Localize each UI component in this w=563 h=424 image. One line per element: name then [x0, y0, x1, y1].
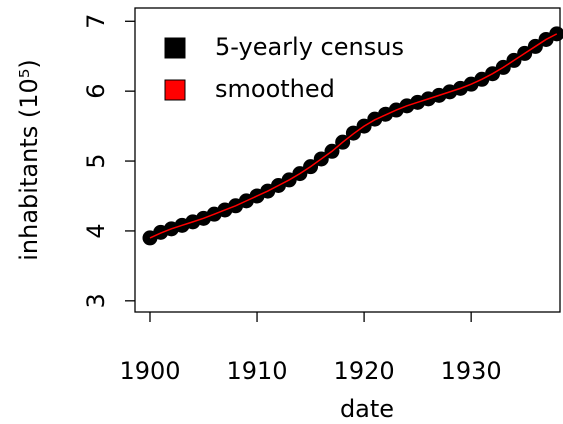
y-tick-label: 3 — [82, 293, 110, 308]
legend-label: smoothed — [215, 75, 335, 103]
plot-frame — [134, 7, 561, 313]
y-tick-label: 7 — [82, 14, 110, 29]
x-tick-label: 1910 — [227, 357, 288, 385]
x-tick-label: 1900 — [119, 357, 180, 385]
y-axis-label: inhabitants (10⁵) — [15, 59, 43, 260]
x-tick-label: 1930 — [441, 357, 502, 385]
y-tick-label: 5 — [82, 153, 110, 168]
smoothed-line — [149, 33, 558, 239]
legend-swatch — [164, 79, 186, 101]
legend-label: 5-yearly census — [215, 33, 404, 61]
x-axis-label: date — [340, 395, 394, 423]
legend-swatch — [164, 37, 186, 59]
y-tick-label: 6 — [82, 84, 110, 99]
y-tick-label: 4 — [82, 223, 110, 238]
x-tick-label: 1920 — [334, 357, 395, 385]
